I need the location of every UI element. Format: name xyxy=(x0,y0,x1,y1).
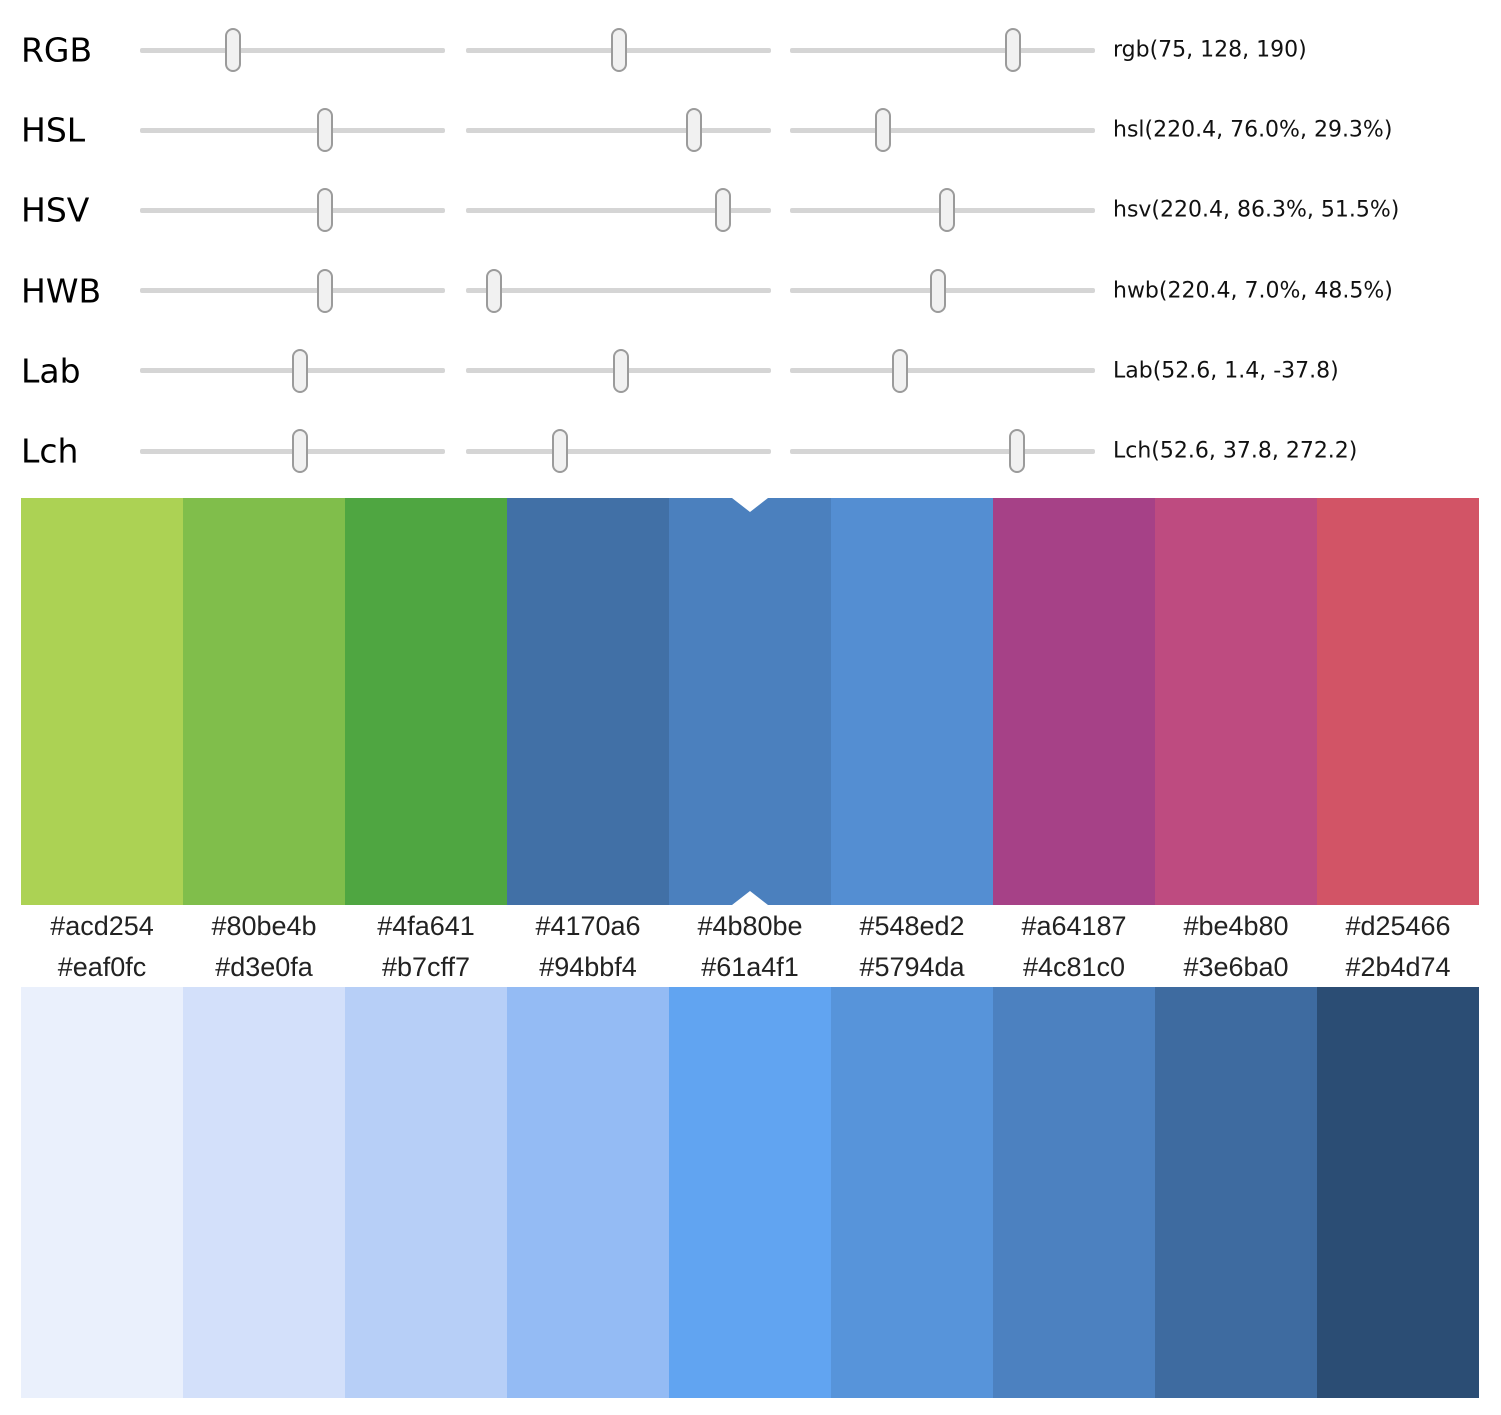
shade-hex-labels: #eaf0fc #d3e0fa #b7cff7 #94bbf4 #61a4f1 #5794… xyxy=(21,948,1479,987)
slider-thumb-2[interactable] xyxy=(486,268,503,313)
color-value-text: rgb(75, 128, 190) xyxy=(1113,37,1307,63)
colorspace-label: Lab xyxy=(21,351,81,391)
slider-row: HWB hwb(220.4, 7.0%, 48.5%) xyxy=(0,251,1501,331)
hex-label: #b7cff7 xyxy=(381,952,471,982)
swatch[interactable] xyxy=(183,498,345,905)
swatch[interactable] xyxy=(831,987,993,1398)
slider-thumb-2[interactable] xyxy=(685,108,702,153)
slider-thumb-3[interactable] xyxy=(930,268,947,313)
swatch[interactable] xyxy=(1317,498,1479,905)
swatch[interactable] xyxy=(993,987,1155,1398)
hex-label: #3e6ba0 xyxy=(1183,952,1289,982)
slider-thumb-1[interactable] xyxy=(225,28,241,72)
slider-track-3[interactable] xyxy=(790,28,1095,72)
colorspace-label: HSV xyxy=(21,190,90,230)
hue-palette xyxy=(21,498,1479,905)
colorspace-label: HWB xyxy=(21,271,102,311)
slider-track-1[interactable] xyxy=(140,188,445,233)
shade-palette xyxy=(21,987,1479,1398)
slider-row: Lch Lch(52.6, 37.8, 272.2) xyxy=(0,411,1501,491)
slider-thumb-3[interactable] xyxy=(938,188,955,233)
swatch[interactable] xyxy=(993,498,1155,905)
slider-track-2[interactable] xyxy=(466,108,771,153)
slider-track-1[interactable] xyxy=(140,108,445,153)
slider-track-2[interactable] xyxy=(466,429,771,473)
color-value-text: hsl(220.4, 76.0%, 29.3%) xyxy=(1113,117,1393,143)
slider-track-2[interactable] xyxy=(466,28,771,72)
slider-track-3[interactable] xyxy=(790,108,1095,153)
swatch-selected[interactable] xyxy=(669,498,831,905)
hue-hex-labels: #acd254 #80be4b #4fa641 #4170a6 #4b80be #548e… xyxy=(21,905,1479,948)
slider-track-2[interactable] xyxy=(466,268,771,313)
hex-label: #4170a6 xyxy=(535,911,641,941)
slider-thumb-2[interactable] xyxy=(612,348,629,393)
hex-label: #eaf0fc xyxy=(57,952,147,982)
colorspace-label: HSL xyxy=(21,110,86,150)
slider-thumb-2[interactable] xyxy=(611,28,628,72)
hex-label: #2b4d74 xyxy=(1345,952,1451,982)
slider-track-3[interactable] xyxy=(790,268,1095,313)
slider-thumb-1[interactable] xyxy=(316,268,333,313)
swatch[interactable] xyxy=(507,987,669,1398)
hex-label: #5794da xyxy=(859,952,965,982)
color-value-text: Lch(52.6, 37.8, 272.2) xyxy=(1113,438,1358,464)
hex-label: #4c81c0 xyxy=(1022,952,1126,982)
swatch[interactable] xyxy=(345,987,507,1398)
swatch[interactable] xyxy=(345,498,507,905)
slider-thumb-3[interactable] xyxy=(874,108,891,153)
swatch[interactable] xyxy=(21,498,183,905)
slider-track-1[interactable] xyxy=(140,28,445,72)
selected-notch-bottom-icon xyxy=(732,891,768,905)
hex-label: #d25466 xyxy=(1345,911,1451,941)
slider-thumb-1[interactable] xyxy=(316,188,333,233)
selected-notch-top-icon xyxy=(732,498,768,512)
slider-thumb-2[interactable] xyxy=(715,188,732,233)
hex-label: #61a4f1 xyxy=(701,952,799,982)
slider-row: HSL hsl(220.4, 76.0%, 29.3%) xyxy=(0,90,1501,170)
slider-track-3[interactable] xyxy=(790,429,1095,473)
color-value-text: hwb(220.4, 7.0%, 48.5%) xyxy=(1113,278,1393,304)
slider-thumb-2[interactable] xyxy=(552,429,569,473)
slider-row: RGB rgb(75, 128, 190) xyxy=(0,10,1501,90)
slider-track-1[interactable] xyxy=(140,268,445,313)
hex-label: #4b80be xyxy=(697,911,803,941)
slider-thumb-3[interactable] xyxy=(1005,28,1022,72)
slider-track-3[interactable] xyxy=(790,348,1095,393)
swatch[interactable] xyxy=(831,498,993,905)
slider-thumb-3[interactable] xyxy=(892,348,909,393)
hex-label: #548ed2 xyxy=(859,911,965,941)
color-value-text: hsv(220.4, 86.3%, 51.5%) xyxy=(1113,197,1400,223)
swatch[interactable] xyxy=(1155,987,1317,1398)
swatch[interactable] xyxy=(1317,987,1479,1398)
swatch[interactable] xyxy=(669,987,831,1398)
slider-thumb-1[interactable] xyxy=(292,348,308,393)
hex-label: #a64187 xyxy=(1021,911,1127,941)
colorspace-label: Lch xyxy=(21,431,79,471)
slider-thumb-1[interactable] xyxy=(316,108,333,153)
slider-track-2[interactable] xyxy=(466,188,771,233)
hex-label: #be4b80 xyxy=(1183,911,1289,941)
colorspace-label: RGB xyxy=(21,30,93,70)
hex-label: #94bbf4 xyxy=(539,952,637,982)
slider-row: Lab Lab(52.6, 1.4, -37.8) xyxy=(0,331,1501,411)
hex-label: #acd254 xyxy=(50,911,154,941)
slider-track-1[interactable] xyxy=(140,429,445,473)
hex-label: #80be4b xyxy=(211,911,317,941)
slider-thumb-3[interactable] xyxy=(1008,429,1025,473)
swatch[interactable] xyxy=(21,987,183,1398)
color-value-text: Lab(52.6, 1.4, -37.8) xyxy=(1113,358,1339,384)
slider-track-2[interactable] xyxy=(466,348,771,393)
swatch[interactable] xyxy=(507,498,669,905)
hex-label: #4fa641 xyxy=(377,911,475,941)
swatch[interactable] xyxy=(183,987,345,1398)
slider-thumb-1[interactable] xyxy=(292,429,308,473)
hex-label: #d3e0fa xyxy=(215,952,313,982)
slider-track-1[interactable] xyxy=(140,348,445,393)
slider-track-3[interactable] xyxy=(790,188,1095,233)
slider-row: HSV hsv(220.4, 86.3%, 51.5%) xyxy=(0,170,1501,250)
swatch[interactable] xyxy=(1155,498,1317,905)
